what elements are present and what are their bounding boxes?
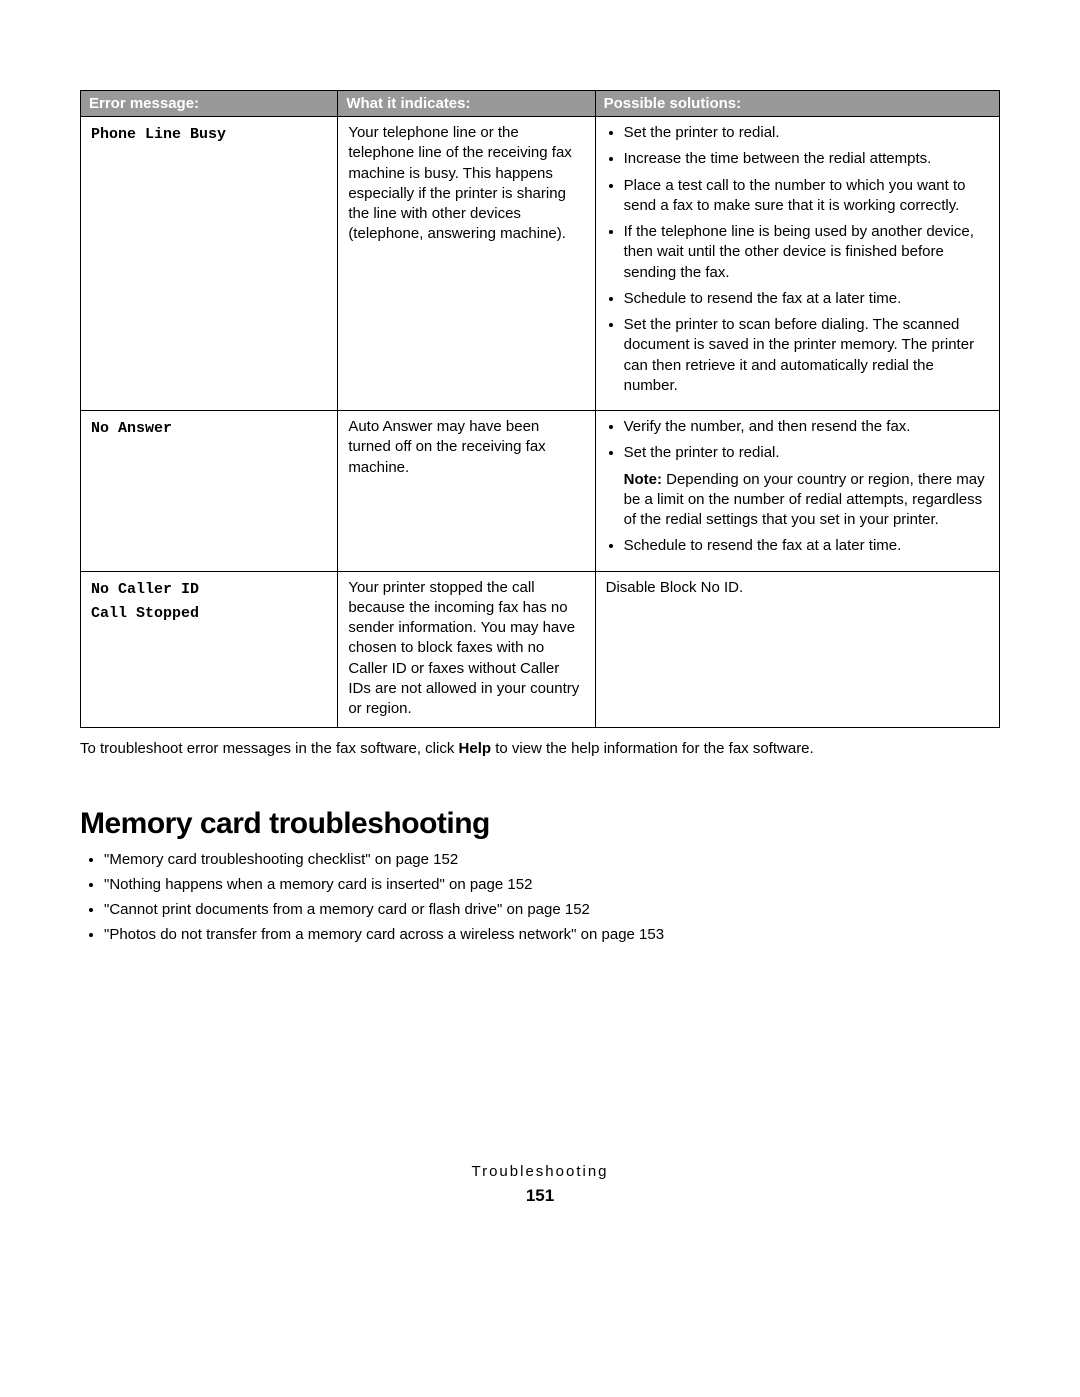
error-code: No Answer: [91, 420, 172, 437]
solution-item: Place a test call to the number to which…: [624, 176, 989, 217]
note-text: Depending on your country or region, the…: [624, 471, 985, 529]
page-footer: Troubleshooting 151: [80, 1163, 1000, 1206]
footer-section-name: Troubleshooting: [80, 1163, 1000, 1180]
table-row: No Caller ID Call Stopped Your printer s…: [81, 571, 1000, 728]
section-title: Memory card troubleshooting: [80, 807, 1000, 841]
topic-link-item: "Memory card troubleshooting checklist" …: [104, 851, 1000, 868]
solution-item: Schedule to resend the fax at a later ti…: [624, 536, 989, 556]
table-row: Phone Line Busy Your telephone line or t…: [81, 117, 1000, 411]
solution-item: Schedule to resend the fax at a later ti…: [624, 289, 989, 309]
topic-link-item: "Cannot print documents from a memory ca…: [104, 901, 1000, 918]
solution-item: Set the printer to scan before dialing. …: [624, 315, 989, 396]
note-label: Note:: [624, 471, 662, 488]
th-solutions: Possible solutions:: [595, 91, 999, 117]
solution-item: If the telephone line is being used by a…: [624, 222, 989, 283]
topic-links: "Memory card troubleshooting checklist" …: [80, 851, 1000, 943]
error-code: No Caller ID: [91, 578, 327, 602]
cell-error: No Answer: [81, 411, 338, 572]
cell-indicates: Your telephone line or the telephone lin…: [338, 117, 595, 411]
topic-link-item: "Nothing happens when a memory card is i…: [104, 876, 1000, 893]
text-pre: To troubleshoot error messages in the fa…: [80, 740, 459, 757]
table-row: No Answer Auto Answer may have been turn…: [81, 411, 1000, 572]
cell-indicates: Your printer stopped the call because th…: [338, 571, 595, 728]
solution-item: Increase the time between the redial att…: [624, 149, 989, 169]
solution-text: Set the printer to redial.: [624, 444, 780, 461]
cell-solutions: Disable Block No ID.: [595, 571, 999, 728]
topic-link-item: "Photos do not transfer from a memory ca…: [104, 926, 1000, 943]
solution-item: Set the printer to redial.: [624, 123, 989, 143]
solution-list: Set the printer to redial. Increase the …: [606, 123, 989, 396]
th-indicates: What it indicates:: [338, 91, 595, 117]
solution-list: Verify the number, and then resend the f…: [606, 417, 989, 557]
note-block: Note: Depending on your country or regio…: [624, 470, 989, 531]
text-post: to view the help information for the fax…: [491, 740, 814, 757]
help-bold: Help: [459, 740, 492, 757]
cell-solutions: Verify the number, and then resend the f…: [595, 411, 999, 572]
after-table-text: To troubleshoot error messages in the fa…: [80, 738, 1000, 759]
footer-page-number: 151: [80, 1186, 1000, 1206]
cell-error: Phone Line Busy: [81, 117, 338, 411]
table-header-row: Error message: What it indicates: Possib…: [81, 91, 1000, 117]
error-code: Phone Line Busy: [91, 126, 226, 143]
cell-error: No Caller ID Call Stopped: [81, 571, 338, 728]
cell-indicates: Auto Answer may have been turned off on …: [338, 411, 595, 572]
error-code: Call Stopped: [91, 602, 327, 626]
th-error: Error message:: [81, 91, 338, 117]
document-page: Error message: What it indicates: Possib…: [0, 0, 1080, 1246]
error-table: Error message: What it indicates: Possib…: [80, 90, 1000, 728]
cell-solutions: Set the printer to redial. Increase the …: [595, 117, 999, 411]
solution-item: Set the printer to redial. Note: Dependi…: [624, 443, 989, 530]
solution-item: Verify the number, and then resend the f…: [624, 417, 989, 437]
